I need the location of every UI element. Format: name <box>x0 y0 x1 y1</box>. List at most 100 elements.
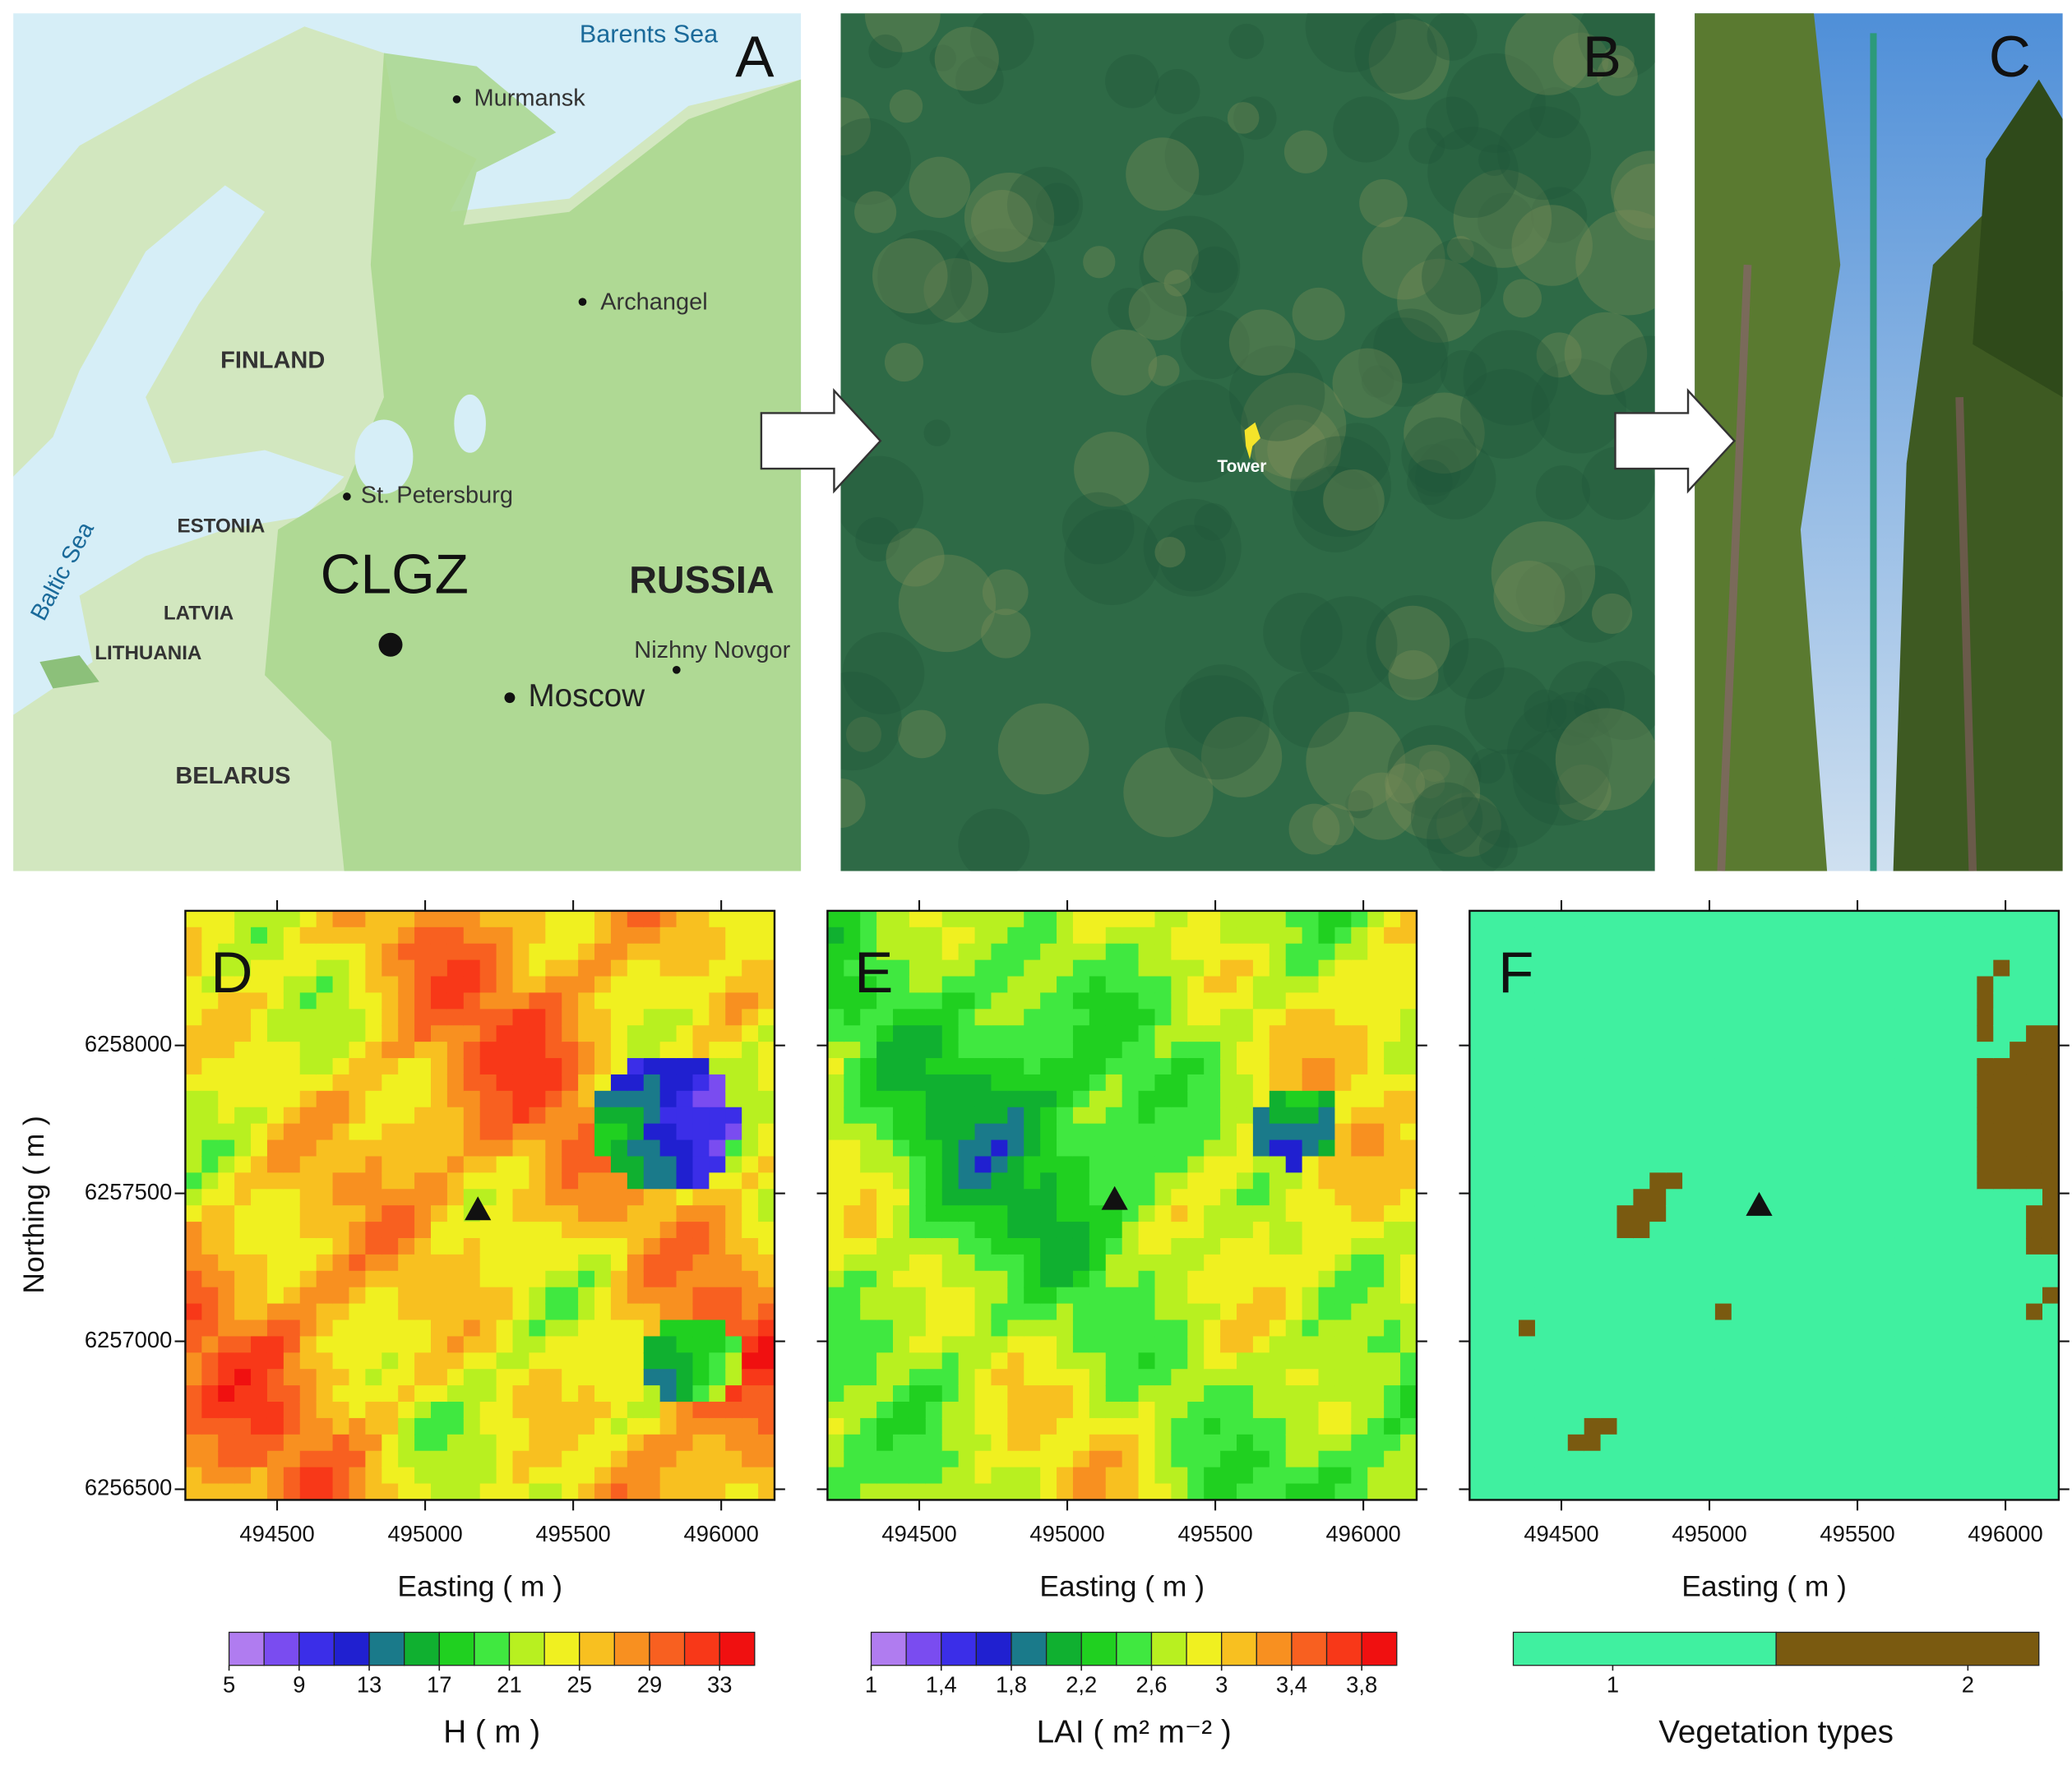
field-cell <box>1829 1090 1848 1108</box>
field-cell <box>1252 1172 1270 1190</box>
field-cell <box>479 1385 497 1403</box>
field-cell <box>991 1287 1009 1305</box>
field-cell <box>1122 1042 1140 1060</box>
field-cell <box>1007 1090 1025 1108</box>
field-cell <box>562 1385 580 1403</box>
field-cell <box>974 1402 992 1419</box>
field-cell <box>1318 1172 1336 1190</box>
field-cell <box>610 927 628 945</box>
field-cell <box>1318 1336 1336 1354</box>
field-cell <box>1534 1336 1552 1354</box>
field-cell <box>1384 1123 1402 1141</box>
field-cell <box>512 1434 530 1452</box>
field-cell <box>1204 1090 1222 1108</box>
field-cell <box>251 1450 268 1468</box>
field-cell <box>512 943 530 961</box>
field-cell <box>1105 992 1123 1010</box>
field-cell <box>1731 927 1749 945</box>
field-cell <box>218 1483 236 1501</box>
field-cell <box>1993 1139 2011 1158</box>
field-cell <box>844 1434 862 1452</box>
field-cell <box>1714 1172 1732 1190</box>
canopy <box>1273 671 1349 748</box>
field-cell <box>1551 1417 1569 1435</box>
field-cell <box>382 1058 400 1075</box>
field-cell <box>316 959 334 977</box>
field-cell <box>1731 1319 1749 1338</box>
field-cell <box>1780 1467 1798 1485</box>
field-cell <box>1584 910 1602 928</box>
field-cell <box>991 1025 1009 1043</box>
field-cell <box>562 1319 580 1338</box>
field-cell <box>1220 927 1237 945</box>
field-cell <box>398 1270 416 1288</box>
canopy <box>1573 687 1610 724</box>
field-cell <box>1519 1369 1536 1387</box>
field-cell <box>562 1417 580 1435</box>
field-cell <box>1024 1058 1042 1075</box>
field-cell <box>1894 1009 1912 1027</box>
field-cell <box>941 910 960 928</box>
field-cell <box>266 1237 284 1255</box>
field-cell <box>1072 1025 1090 1043</box>
field-cell <box>1764 1303 1782 1321</box>
field-cell <box>185 1319 203 1338</box>
field-cell <box>1269 1025 1287 1043</box>
field-cell <box>1089 992 1107 1010</box>
field-cell <box>1400 1222 1418 1239</box>
field-cell <box>1502 1074 1520 1092</box>
field-cell <box>2026 1058 2043 1075</box>
field-cell <box>1944 1237 1962 1255</box>
map-label: LITHUANIA <box>95 642 201 664</box>
field-cell <box>1977 910 1995 928</box>
field-cell <box>1154 1385 1172 1403</box>
x-axis-label: Easting ( m ) <box>397 1570 562 1603</box>
field-cell <box>1204 1025 1222 1043</box>
field-cell <box>1105 976 1123 994</box>
field-cell <box>382 1090 400 1108</box>
field-cell <box>251 1270 268 1288</box>
field-cell <box>234 1139 252 1158</box>
field-cell <box>1699 1369 1716 1387</box>
field-cell <box>1089 1336 1107 1354</box>
field-cell <box>1220 1107 1237 1125</box>
field-cell <box>1829 1434 1848 1452</box>
field-cell <box>365 927 383 945</box>
field-cell <box>1040 976 1058 994</box>
field-cell <box>1584 1139 1602 1158</box>
field-cell <box>1813 1172 1831 1190</box>
field-cell <box>562 1369 580 1387</box>
field-cell <box>1072 1385 1090 1403</box>
field-cell <box>725 959 743 977</box>
field-cell <box>234 1352 252 1370</box>
field-cell <box>1486 1189 1504 1207</box>
field-cell <box>1302 1254 1320 1272</box>
field-cell <box>562 1090 580 1108</box>
field-cell <box>1302 1058 1320 1075</box>
field-cell <box>1944 1336 1962 1354</box>
field-cell <box>909 1222 927 1239</box>
field-cell <box>860 1222 878 1239</box>
city-dot <box>504 692 516 704</box>
field-cell <box>398 1074 416 1092</box>
field-cell <box>709 1042 727 1060</box>
field-cell <box>1911 1467 1929 1485</box>
field-cell <box>1024 1009 1042 1027</box>
field-cell <box>299 1025 317 1043</box>
field-cell <box>1911 1025 1929 1043</box>
field-cell <box>1285 1402 1303 1419</box>
field-cell <box>446 959 465 977</box>
field-cell <box>1846 1139 1864 1158</box>
field-cell <box>1220 1270 1237 1288</box>
field-cell <box>1666 1434 1684 1452</box>
field-cell <box>1236 992 1254 1010</box>
field-cell <box>1367 1303 1385 1321</box>
field-cell <box>610 1042 628 1060</box>
field-cell <box>1502 910 1520 928</box>
field-cell <box>365 1025 383 1043</box>
field-cell <box>643 1222 661 1239</box>
field-cell <box>1993 1270 2011 1288</box>
field-cell <box>251 1058 268 1075</box>
field-cell <box>1138 1107 1156 1125</box>
field-cell <box>1469 976 1487 994</box>
